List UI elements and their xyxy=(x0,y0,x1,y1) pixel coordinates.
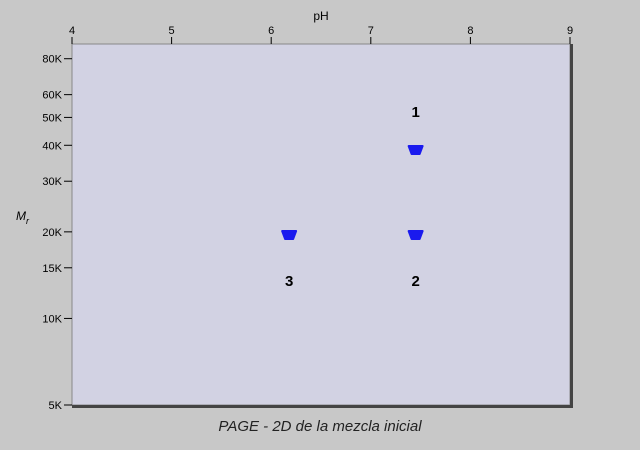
y-tick-label: 40K xyxy=(42,140,62,152)
x-tick-label: 9 xyxy=(567,25,573,37)
y-tick-label: 80K xyxy=(42,54,62,66)
chart-caption: PAGE - 2D de la mezcla inicial xyxy=(218,418,422,435)
y-tick-label: 15K xyxy=(42,263,62,275)
x-tick-label: 4 xyxy=(69,25,75,37)
x-tick-label: 7 xyxy=(368,25,374,37)
x-tick-label: 5 xyxy=(169,25,175,37)
spot-marker xyxy=(281,230,298,241)
x-axis: 4 5 6 7 8 9 xyxy=(69,25,573,44)
x-tick-label: 8 xyxy=(467,25,473,37)
x-tick-label: 6 xyxy=(268,25,274,37)
spot-marker xyxy=(407,230,424,241)
y-tick-label: 30K xyxy=(42,176,62,188)
spots-layer: 1 2 3 xyxy=(281,104,424,290)
y-tick-label: 60K xyxy=(42,90,62,102)
plot-area xyxy=(71,43,571,406)
y-tick-label: 20K xyxy=(42,227,62,239)
spot-label: 3 xyxy=(285,273,293,290)
y-axis-title: Mr xyxy=(16,209,30,226)
y-tick-label: 5K xyxy=(49,400,63,412)
x-axis-title: pH xyxy=(313,9,328,23)
spot-marker xyxy=(407,145,424,156)
y-tick-label: 50K xyxy=(42,112,62,124)
spot-label: 1 xyxy=(411,104,419,121)
y-axis: 80K 60K 50K 40K 30K 20K 15K 10K 5K xyxy=(42,54,72,412)
spot-label: 2 xyxy=(411,273,419,290)
y-tick-label: 10K xyxy=(42,313,62,325)
